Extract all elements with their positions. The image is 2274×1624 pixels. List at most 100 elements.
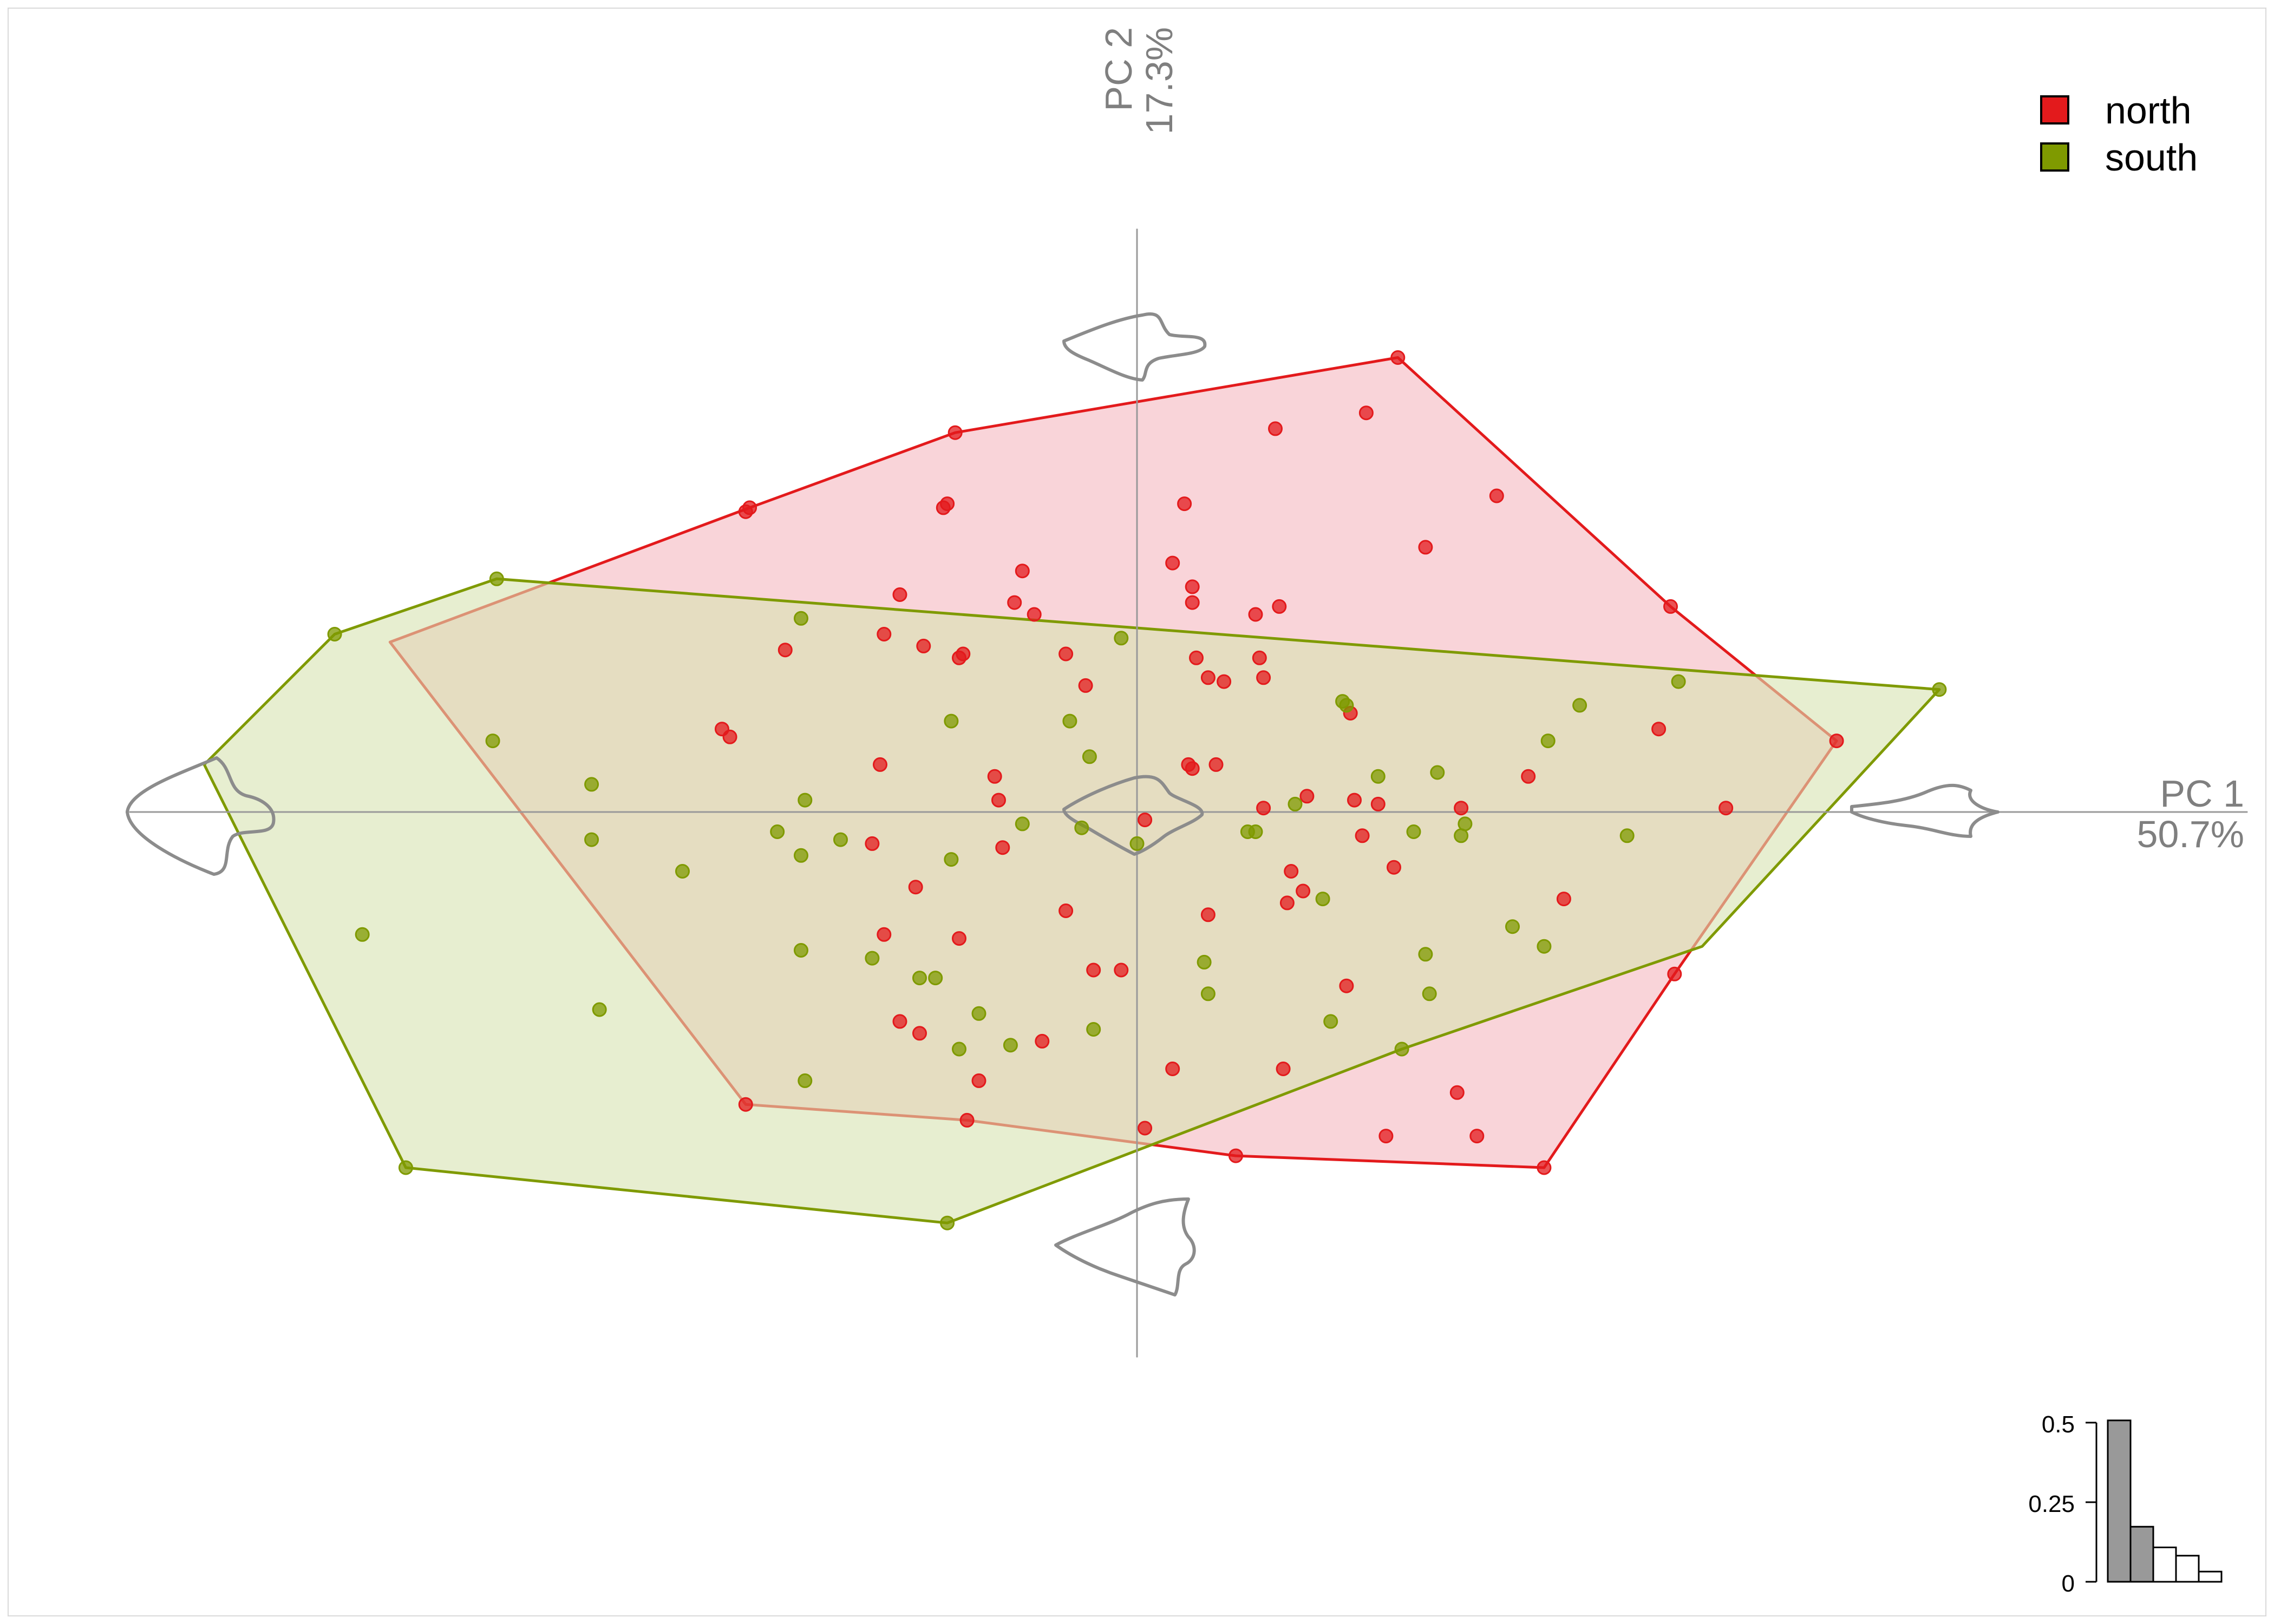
point-south xyxy=(1115,632,1128,645)
point-south xyxy=(795,849,808,862)
point-south xyxy=(945,715,958,728)
point-south xyxy=(834,833,847,846)
scree-bar xyxy=(2153,1547,2176,1582)
point-south xyxy=(929,972,942,985)
scree-bar xyxy=(2108,1420,2131,1582)
point-south xyxy=(1672,675,1685,688)
point-south xyxy=(945,853,958,866)
scree-bars xyxy=(2108,1420,2221,1582)
point-north xyxy=(866,837,879,850)
point-north xyxy=(1471,1130,1484,1143)
scree-bar xyxy=(2131,1527,2153,1582)
point-north xyxy=(1060,905,1073,918)
scree-tick-label: 0.25 xyxy=(2028,1491,2075,1517)
point-north xyxy=(1257,802,1270,815)
point-south xyxy=(593,1003,606,1016)
point-north xyxy=(1230,1149,1243,1162)
scree-plot-inset: 0.5 0.25 0 xyxy=(2028,1411,2221,1597)
point-north xyxy=(723,730,736,743)
point-north xyxy=(1668,967,1681,980)
point-south xyxy=(585,833,598,846)
point-north xyxy=(1273,600,1286,613)
point-north xyxy=(1218,675,1231,688)
point-south xyxy=(1198,955,1211,968)
point-south xyxy=(1083,750,1096,763)
point-north xyxy=(1830,735,1843,748)
point-north xyxy=(1285,865,1298,878)
point-north xyxy=(1557,893,1570,906)
point-north xyxy=(1186,580,1199,593)
point-north xyxy=(1297,885,1310,898)
point-south xyxy=(1316,893,1329,906)
point-south xyxy=(1131,837,1143,850)
point-south xyxy=(1063,715,1076,728)
point-north xyxy=(996,841,1009,854)
point-north xyxy=(1087,964,1100,977)
point-north xyxy=(1028,608,1041,621)
legend-label-south: south xyxy=(2105,136,2198,179)
point-north xyxy=(1340,979,1353,992)
point-south xyxy=(585,778,598,791)
point-north xyxy=(1166,1063,1179,1076)
point-south xyxy=(795,944,808,957)
convex-hulls xyxy=(204,358,1939,1223)
point-south xyxy=(486,735,499,748)
point-north xyxy=(739,505,752,518)
point-north xyxy=(1388,861,1401,874)
legend: north south xyxy=(2041,89,2198,179)
point-south xyxy=(1419,948,1432,961)
pc2-axis-label: PC 2 xyxy=(1097,27,1140,112)
point-south xyxy=(1289,797,1302,810)
point-north xyxy=(1115,964,1128,977)
point-south xyxy=(1459,817,1472,830)
point-north xyxy=(1210,758,1223,771)
point-south xyxy=(771,826,784,839)
point-north xyxy=(1455,802,1468,815)
point-south xyxy=(328,628,341,641)
scree-bar xyxy=(2176,1556,2199,1582)
point-north xyxy=(1008,596,1021,609)
shape-glyph-pc2-min xyxy=(1056,1199,1194,1295)
point-south xyxy=(913,972,926,985)
point-south xyxy=(1087,1023,1100,1036)
point-north xyxy=(1538,1161,1551,1174)
point-north xyxy=(1348,794,1361,807)
point-south xyxy=(1016,817,1029,830)
point-north xyxy=(1190,651,1203,664)
point-north xyxy=(1419,541,1432,554)
point-south xyxy=(400,1161,413,1174)
point-south xyxy=(953,1043,966,1056)
point-north xyxy=(739,1098,752,1111)
point-south xyxy=(941,1216,954,1229)
point-south xyxy=(676,865,689,878)
point-north xyxy=(893,588,906,601)
point-south xyxy=(356,928,369,941)
point-north xyxy=(1380,1130,1393,1143)
point-south xyxy=(490,572,503,585)
point-north xyxy=(913,1027,926,1040)
pc1-variance-label: 50.7% xyxy=(2137,813,2244,855)
point-north xyxy=(1522,770,1535,783)
point-north xyxy=(1178,497,1191,510)
point-north xyxy=(1301,790,1314,803)
point-north xyxy=(1182,758,1195,771)
legend-label-north: north xyxy=(2105,89,2192,132)
point-south xyxy=(1004,1039,1017,1052)
point-north xyxy=(1016,565,1029,578)
point-north xyxy=(957,647,970,660)
point-north xyxy=(874,758,887,771)
point-north xyxy=(988,770,1001,783)
point-north xyxy=(1079,679,1092,692)
scree-bar xyxy=(2199,1571,2221,1582)
point-north xyxy=(960,1114,973,1127)
scree-tick-label: 0 xyxy=(2062,1570,2075,1597)
point-north xyxy=(1277,1063,1290,1076)
legend-swatch-south xyxy=(2041,143,2068,171)
point-north xyxy=(1201,908,1214,921)
point-south xyxy=(1340,699,1353,712)
point-north xyxy=(909,881,922,894)
point-north xyxy=(1249,608,1262,621)
point-north xyxy=(1720,802,1733,815)
point-south xyxy=(1201,987,1214,1000)
